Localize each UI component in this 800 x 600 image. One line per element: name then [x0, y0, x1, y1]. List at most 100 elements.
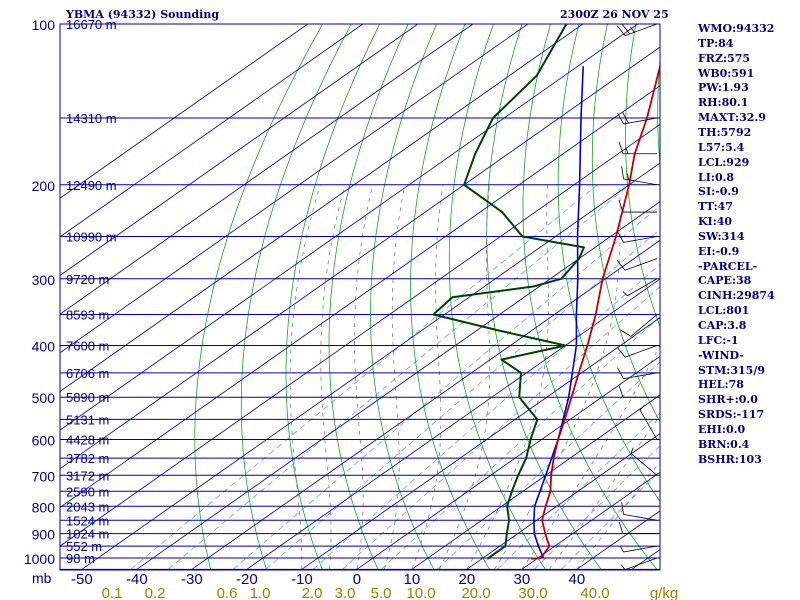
isotherm-line	[60, 24, 584, 392]
isotherm-line	[60, 24, 639, 431]
mixing-ratio-tick-label: 0.2	[145, 585, 166, 600]
wind-barb-staff	[623, 514, 658, 521]
height-label: 552 m	[66, 539, 102, 554]
height-label: 7600 m	[66, 339, 109, 354]
temperature-line	[531, 63, 660, 560]
wind-barb-flag	[616, 346, 626, 358]
stat-item: RH:80.1	[698, 96, 749, 110]
isotherm-line	[60, 24, 419, 277]
isotherm-line	[60, 24, 474, 315]
pressure-unit-label: mb	[32, 570, 52, 586]
wind-barb-staff	[623, 117, 658, 125]
wind-barb-half-flag	[622, 291, 628, 297]
stat-item: WB0:591	[698, 66, 755, 80]
moist-adiabat-line	[289, 184, 321, 570]
stat-item: STM:315/9	[698, 363, 765, 377]
dry-adiabat-line	[285, 24, 381, 570]
temperature-tick-label: -10	[291, 571, 313, 588]
temperature-tick-label: 0	[353, 571, 361, 588]
moist-adiabat-line	[320, 184, 346, 570]
wind-barb	[619, 314, 658, 337]
wind-barb-flag	[621, 166, 624, 179]
stat-item: FRZ:575	[698, 51, 751, 65]
pressure-label: 500	[32, 390, 56, 406]
stat-item: LI:0.8	[698, 170, 735, 184]
pressure-label: 600	[32, 433, 56, 449]
wind-barb-flag	[618, 199, 624, 213]
mixing-ratio-tick-label: 10.0	[406, 585, 435, 600]
isotherm-line	[191, 239, 660, 570]
stat-item: SW:314	[698, 229, 745, 243]
pressure-label: 400	[32, 339, 56, 355]
height-label: 12490 m	[66, 178, 117, 193]
wind-barb	[620, 545, 658, 553]
moist-adiabat-line	[411, 184, 444, 570]
wind-barb	[630, 447, 658, 476]
isotherm-line	[411, 394, 660, 570]
wind-barb	[621, 166, 658, 186]
wind-barb-half-flag	[625, 147, 629, 154]
wind-barb-staff	[627, 278, 658, 297]
stat-item: TT:47	[698, 200, 733, 214]
wind-barb-half-flag	[630, 447, 634, 454]
pressure-label: 300	[32, 272, 56, 288]
dry-adiabat-line	[448, 24, 546, 570]
wind-barb-flag	[616, 25, 626, 36]
mixing-ratio-line	[497, 412, 660, 570]
wind-barb-half-flag	[620, 564, 626, 570]
temperature-tick-label: 20	[459, 571, 476, 588]
wind-barb-flag	[617, 367, 624, 379]
wind-barb-staff	[623, 545, 658, 553]
mixing-ratio-unit-label: g/kg	[650, 585, 678, 600]
dry-adiabat-line	[410, 24, 490, 570]
height-label: 6706 m	[66, 366, 109, 381]
height-label: 3782 m	[66, 451, 109, 466]
mixing-ratio-tick-label: 5.0	[371, 585, 392, 600]
wind-barb-staff	[639, 409, 658, 440]
wind-barb-staff	[623, 178, 658, 186]
wind-barb-flag	[618, 141, 624, 154]
wind-barb-half-flag	[639, 405, 645, 411]
wind-barb	[617, 367, 658, 380]
isotherm-line	[60, 24, 309, 199]
wind-barb	[617, 231, 658, 243]
temperature-tick-label: 40	[569, 571, 586, 588]
wind-barb-half-flag	[627, 173, 629, 180]
wind-barb	[616, 258, 658, 271]
wind-barb-flag	[618, 521, 624, 534]
dry-adiabat-line	[370, 24, 437, 570]
stat-item: LFC:-1	[698, 333, 739, 347]
mixing-ratio-tick-label: 1.0	[250, 585, 271, 600]
height-label: 1024 m	[66, 527, 109, 542]
height-label: 9720 m	[66, 272, 109, 287]
dry-adiabat-line	[624, 24, 660, 328]
wind-barb	[618, 199, 657, 213]
wind-barb-staff	[630, 314, 658, 337]
moist-adiabat-line	[354, 184, 374, 570]
wind-barb	[621, 501, 658, 521]
temperature-tick-label: -20	[236, 571, 258, 588]
mixing-ratio-tick-label: 40.0	[580, 585, 609, 600]
stat-item: HEL:78	[698, 378, 744, 392]
stat-item: SRDS:-117	[698, 408, 765, 422]
height-label: 3172 m	[66, 468, 109, 483]
pressure-label: 100	[32, 17, 56, 33]
wind-barb-half-flag	[620, 546, 624, 553]
height-label: 4428 m	[66, 433, 109, 448]
chart-title: YBMA (94332) Sounding	[66, 8, 220, 21]
height-label: 5890 m	[66, 390, 109, 405]
mixing-ratio-line	[312, 263, 660, 570]
wind-barb-flag	[621, 23, 631, 35]
stat-item: CINH:29874	[698, 289, 775, 303]
moist-adiabat-line	[521, 344, 660, 570]
mixing-ratio-line	[534, 445, 660, 570]
plot-frame	[59, 23, 661, 571]
wind-barb	[616, 345, 658, 358]
wind-barb-flag	[616, 260, 626, 271]
wind-barb-staff	[624, 557, 658, 571]
mixing-ratio-line	[342, 286, 660, 570]
wind-barb	[618, 141, 657, 155]
mixing-ratio-tick-label: 3.0	[335, 585, 356, 600]
temperature-tick-label: -40	[126, 571, 148, 588]
